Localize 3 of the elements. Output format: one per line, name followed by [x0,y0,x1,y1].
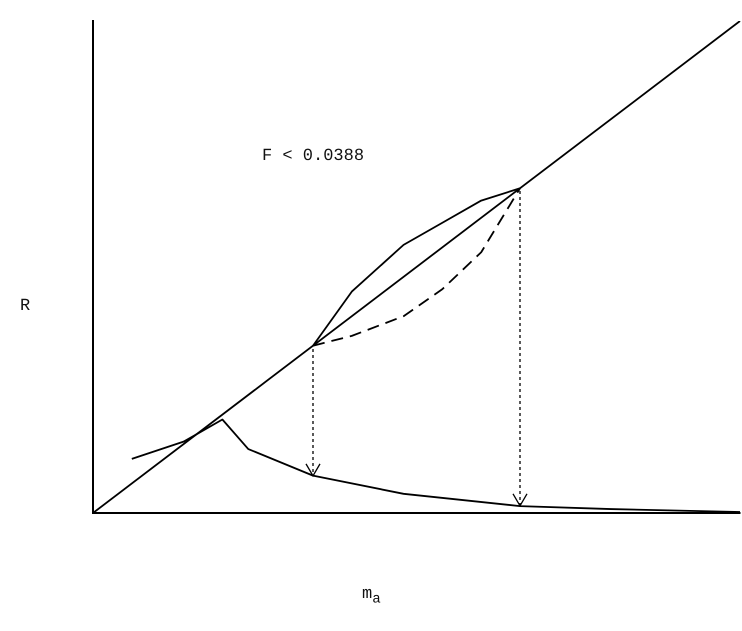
x-axis-title: m$_{a}$ [362,585,381,608]
annotation: F < 0.0388 [262,147,364,166]
y-axis-title: R [20,297,30,316]
